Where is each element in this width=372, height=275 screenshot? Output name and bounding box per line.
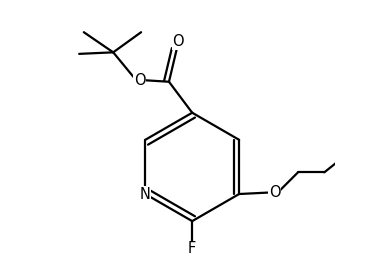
- Text: O: O: [134, 73, 145, 88]
- Text: N: N: [140, 186, 151, 202]
- Text: O: O: [173, 34, 184, 49]
- Text: F: F: [188, 241, 196, 257]
- Text: O: O: [269, 185, 280, 200]
